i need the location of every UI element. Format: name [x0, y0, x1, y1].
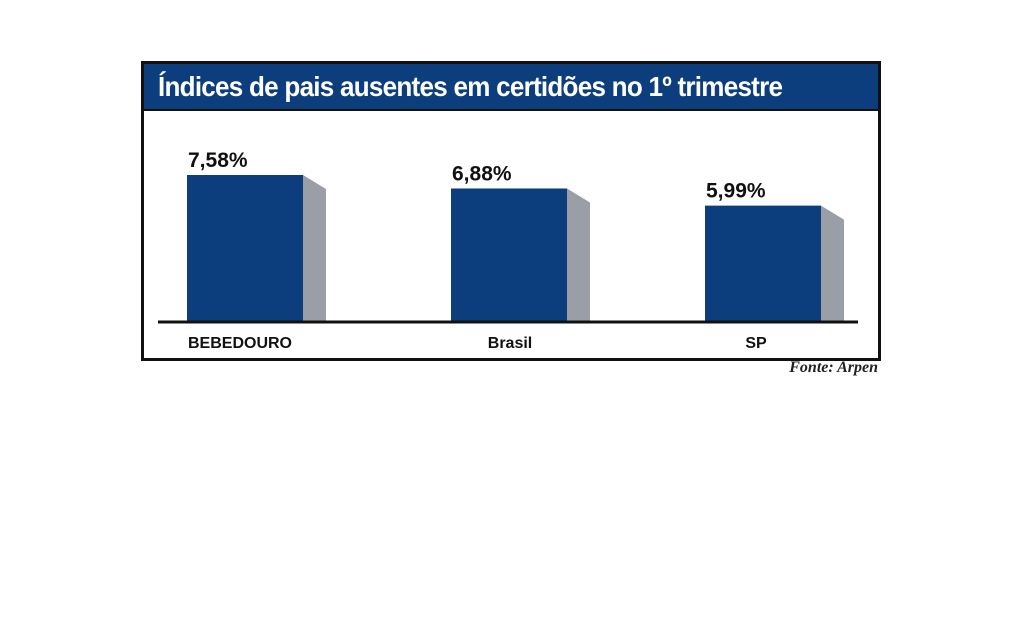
source-note: Fonte: Arpen [789, 359, 878, 376]
chart-title-bar: Índices de pais ausentes em certidões no… [144, 64, 878, 111]
bar-side-face [303, 175, 326, 321]
bar-side-face [821, 205, 844, 321]
bar-value-label: 7,58% [188, 149, 248, 172]
chart-title: Índices de pais ausentes em certidões no… [158, 71, 783, 102]
bar [705, 205, 821, 321]
bar [451, 188, 567, 321]
bar-chart: 7,58% BEBEDOURO 6,88% Brasil 5,99% SP [158, 149, 858, 352]
category-label: SP [745, 335, 767, 352]
bar-side-face [567, 188, 590, 321]
bar-value-label: 5,99% [706, 180, 766, 203]
category-label: BEBEDOURO [188, 335, 292, 352]
bars-layer [187, 175, 844, 321]
chart-frame: Índices de pais ausentes em certidões no… [141, 61, 881, 361]
bar [187, 175, 303, 321]
labels-layer: 7,58% BEBEDOURO 6,88% Brasil 5,99% SP [188, 149, 767, 352]
bar-value-label: 6,88% [452, 162, 512, 185]
category-label: Brasil [488, 335, 532, 352]
